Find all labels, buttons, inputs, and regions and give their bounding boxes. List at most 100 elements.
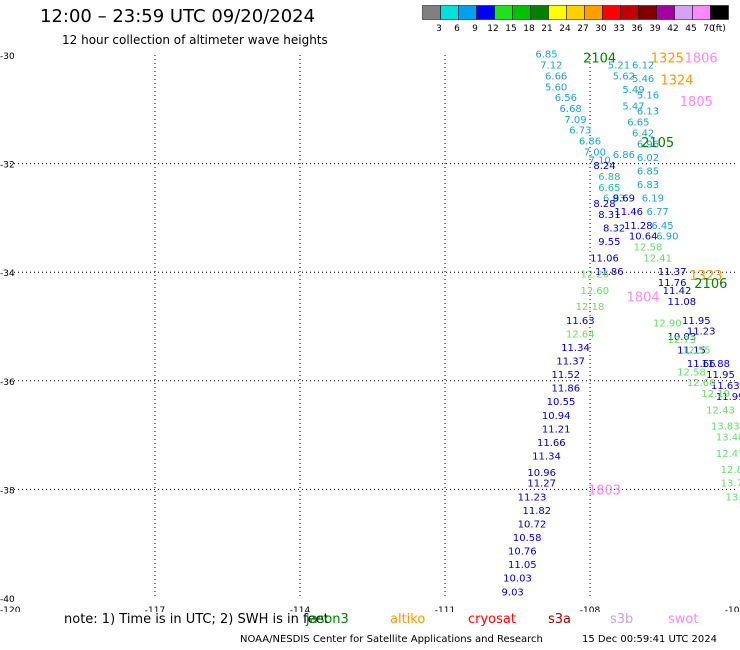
altimeter-track: 6.886.656.63: [598, 172, 625, 205]
pass-time-label: 1325: [651, 52, 684, 67]
lon-label: -120: [0, 606, 21, 612]
wave-height-value: 13.38: [726, 492, 740, 503]
legend-label: 24: [559, 24, 571, 34]
legend-label: 15: [505, 24, 516, 34]
pass-time-label: 1323: [689, 269, 722, 284]
lat-label: -36: [0, 378, 15, 388]
wave-height-value: 6.63: [603, 194, 625, 205]
wave-height-value: 10.94: [542, 411, 571, 422]
wave-height-value: 5.47: [622, 101, 644, 112]
wave-height-value: 5.49: [622, 85, 644, 96]
wave-height-value: 6.86: [613, 150, 635, 161]
pass-time-label: 1324: [660, 73, 693, 88]
wave-height-value: 10.96: [527, 468, 556, 479]
lon-label: -108: [580, 606, 601, 612]
wave-height-value: 11.21: [542, 424, 571, 435]
wave-height-value: 8.28: [593, 199, 615, 210]
wave-height-value: 12.41: [643, 253, 672, 264]
wave-height-value: 6.13: [637, 107, 659, 118]
wave-height-value: 10.64: [629, 232, 658, 243]
wave-height-value: 13.48: [716, 433, 740, 444]
legend-label: 27: [577, 24, 588, 34]
wave-height-value: 9.55: [598, 237, 620, 248]
wave-height-value: 13.74: [721, 479, 740, 490]
legend-label: 42: [667, 24, 678, 34]
wave-height-value: 5.21: [608, 61, 630, 72]
wave-height-value: 6.56: [555, 93, 577, 104]
wave-height-value: 11.06: [590, 253, 619, 264]
wave-height-value: 11.37: [556, 357, 585, 368]
wave-height-value: 10.58: [513, 533, 542, 544]
lat-label: -38: [0, 486, 15, 496]
wave-height-value: 11.08: [668, 297, 697, 308]
wave-height-value: 6.65: [598, 183, 620, 194]
wave-height-value: 11.05: [508, 560, 537, 571]
wave-height-value: 6.85: [535, 50, 557, 61]
wave-height-value: 11.52: [552, 370, 581, 381]
wave-height-value: 6.68: [560, 104, 582, 115]
wave-height-value: 12.66: [687, 378, 716, 389]
legend-label: 70: [703, 24, 715, 34]
wave-height-value: 9.69: [613, 194, 635, 205]
timestamp: 15 Dec 00:59:41 UTC 2024: [582, 634, 717, 645]
wave-height-value: 12.88: [721, 465, 740, 476]
wave-height-value: 11.95: [706, 370, 735, 381]
grid: [10, 55, 735, 598]
wave-height-value: 6.42: [632, 128, 654, 139]
wave-height-value: 12.19: [701, 389, 730, 400]
wave-height-value: 6.02: [637, 153, 659, 164]
wave-height-value: 10.03: [668, 332, 697, 343]
page-title: 12:00 – 23:59 UTC 09/20/2024: [40, 6, 316, 27]
pass-time-label: 2106: [694, 277, 727, 292]
legend-label: 33: [613, 24, 624, 34]
wave-height-value: 12.64: [566, 329, 595, 340]
legend-label: 39: [649, 24, 661, 34]
wave-height-value: 11.37: [658, 267, 687, 278]
wave-height-value: 6.19: [642, 194, 664, 205]
wave-height-value: 11.42: [663, 286, 692, 297]
wave-height-value: 12.58: [677, 367, 706, 378]
altimeter-track: 6.857.126.665.606.566.687.096.736.867.00…: [535, 50, 610, 167]
legend-swatch: [710, 5, 729, 20]
note-text: note: 1) Time is in UTC; 2) SWH is in fe…: [64, 612, 329, 627]
wave-height-value: 6.66: [545, 71, 567, 82]
pass-time-label: 2105: [641, 136, 674, 151]
wave-height-value: 11.15: [677, 346, 706, 357]
wave-height-value: 6.96: [637, 139, 659, 150]
wave-height-value: 11.28: [624, 221, 653, 232]
wave-height-legend: 3 6 9 12 15 18 21 24 27 30 33 36 39 42 45 70(ft): [422, 5, 729, 34]
altimeter-track: 6.83 6.19 6.77 6.456.90: [637, 180, 679, 243]
legend-label: 45: [685, 24, 696, 34]
wave-height-value: 12.90: [653, 319, 682, 330]
wave-height-value: 10.72: [518, 519, 547, 530]
wave-height-value: 6.88: [598, 172, 620, 183]
wave-height-value: 13.83: [711, 422, 740, 433]
wave-height-value: 6.45: [651, 221, 673, 232]
wave-height-value: 11.82: [523, 506, 552, 517]
legend-label: 18: [523, 24, 535, 34]
wave-height-value: 6.65: [627, 118, 649, 129]
wave-height-value: 12.43: [706, 405, 735, 416]
wave-height-value: 11.23: [518, 492, 547, 503]
altimeter-track: 11.63 11.34 11.37 11.52 11.86 10.55 10.94 11.21…: [502, 316, 595, 598]
wave-height-value: 12.18: [576, 302, 605, 313]
legend-label: 21: [541, 24, 552, 34]
legend-label: 3: [436, 24, 442, 34]
wave-height-value: 11.27: [527, 479, 556, 490]
lat-label: -34: [0, 269, 15, 279]
wave-height-value: 10.55: [547, 397, 576, 408]
credit-text: NOAA/NESDIS Center for Satellite Applica…: [240, 634, 543, 645]
wave-height-value: 7.10: [589, 156, 611, 167]
wave-height-value: 11.66: [687, 359, 716, 370]
subtitle: 12 hour collection of altimeter wave hei…: [62, 33, 328, 47]
wave-height-value: 7.09: [564, 115, 586, 126]
legend-label: 12: [487, 24, 498, 34]
altimeter-track: 12.5812.4112.2612.6012.1812.6412.9012.73…: [566, 242, 740, 503]
wave-height-value: 12.73: [668, 335, 697, 346]
wave-height-value: 12.47: [716, 449, 740, 460]
wave-height-value: 6.12: [632, 61, 654, 72]
wave-height-value: 7.00: [584, 147, 606, 158]
pass-time-label: 1804: [627, 291, 660, 306]
wave-height-value: 11.34: [532, 452, 561, 463]
wave-height-value: 10.76: [508, 547, 537, 558]
